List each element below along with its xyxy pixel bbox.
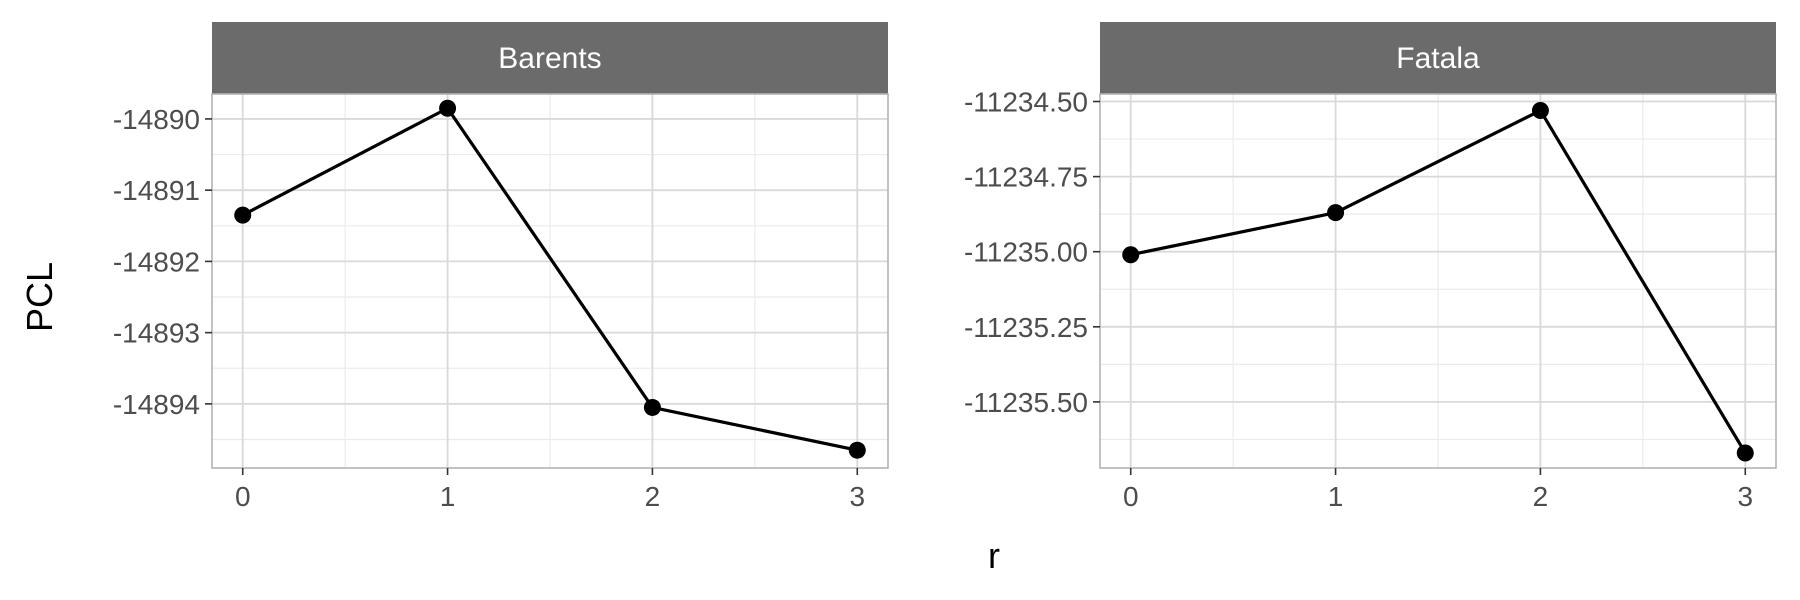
y-tick-label: -11235.00 xyxy=(964,237,1088,268)
series-line xyxy=(241,106,858,452)
x-tick-label: 3 xyxy=(1737,481,1753,512)
data-point xyxy=(234,206,252,224)
data-point xyxy=(1531,102,1549,120)
y-tick-label: -14892 xyxy=(113,246,200,277)
panel-border xyxy=(211,93,889,469)
x-tick-label: 3 xyxy=(849,481,865,512)
y-tick-label: -14893 xyxy=(113,318,200,349)
x-axis-title: r xyxy=(988,535,1000,576)
panel-2: Fatala 0 1 2 3 -11234.50 -11234.75 -11235.00 -11… xyxy=(964,22,1777,512)
facet-strip xyxy=(1100,22,1776,94)
y-tick-label: -11235.25 xyxy=(964,312,1088,343)
x-tick-label: 1 xyxy=(440,481,456,512)
y-tick-label: -14890 xyxy=(113,104,200,135)
y-tick-label: -14894 xyxy=(113,389,200,420)
series-line xyxy=(1130,108,1747,454)
facet-strip xyxy=(212,22,888,94)
data-point xyxy=(848,441,866,459)
y-axis-title: PCL xyxy=(19,262,60,332)
y-tick-label: -14891 xyxy=(113,175,200,206)
x-tick-label: 2 xyxy=(645,481,661,512)
y-tick-label: -11234.50 xyxy=(964,87,1088,118)
data-point xyxy=(1327,204,1345,222)
x-tick-label: 2 xyxy=(1533,481,1549,512)
x-tick-label: 1 xyxy=(1328,481,1344,512)
facet-strip-label: Fatala xyxy=(1396,42,1480,75)
x-tick-label: 0 xyxy=(235,481,251,512)
x-tick-label: 0 xyxy=(1123,481,1139,512)
data-point xyxy=(439,99,457,117)
data-point xyxy=(1736,444,1754,462)
data-point xyxy=(643,398,661,416)
y-tick-label: -11235.50 xyxy=(964,387,1088,418)
panel-border xyxy=(1099,93,1777,469)
panel-1: Barents 0 1 2 3 -14890 -14891 -14892 -14893 -1489… xyxy=(113,22,889,512)
y-tick-label: -11234.75 xyxy=(964,162,1088,193)
data-point xyxy=(1122,246,1140,264)
facet-strip-label: Barents xyxy=(498,42,601,75)
